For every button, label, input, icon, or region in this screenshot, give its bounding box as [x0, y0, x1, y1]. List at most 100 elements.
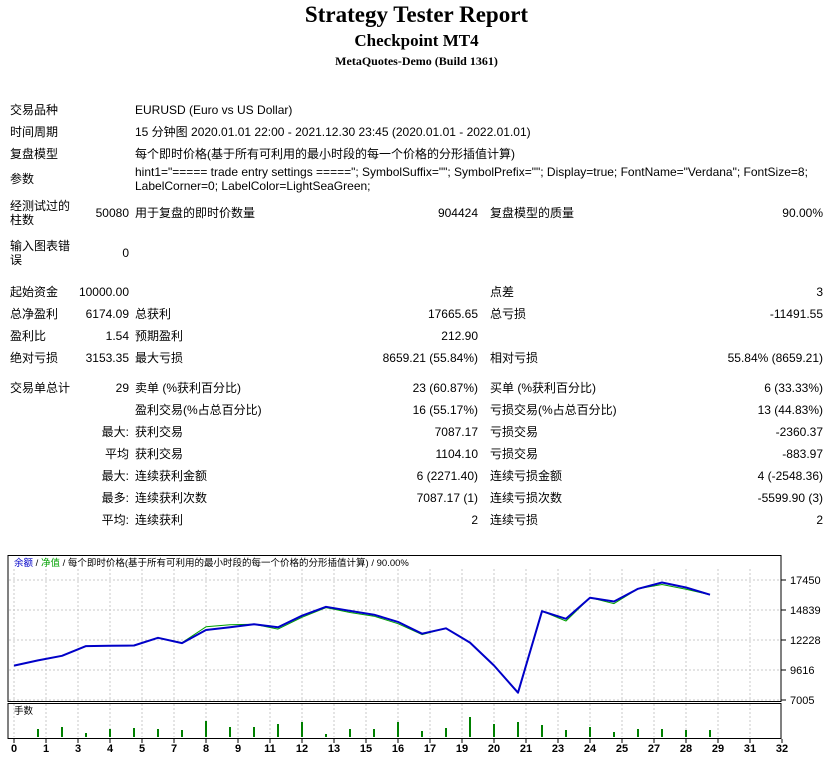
equity-legend-label: 净值: [41, 557, 61, 569]
stat-value: 4 (-2548.36): [757, 469, 823, 483]
y-tick-label: 7005: [790, 695, 814, 707]
report-header: Strategy Tester Report Checkpoint MT4 Me…: [0, 2, 833, 69]
stat-value: 3: [816, 285, 823, 299]
x-tick-label: 29: [712, 743, 724, 755]
x-tick-label: 7: [171, 743, 177, 755]
stat-label: 获利交易: [135, 447, 184, 461]
stat-label: 连续亏损次数: [490, 491, 563, 505]
x-tick-label: 24: [584, 743, 597, 755]
stat-value: 最大:: [101, 469, 129, 483]
x-tick-label: 21: [520, 743, 532, 755]
stat-value: 6174.09: [85, 307, 129, 321]
stat-value: 2: [471, 513, 478, 527]
x-tick-label: 0: [11, 743, 17, 755]
stat-label: 总亏损: [490, 307, 527, 321]
stat-value: 6 (33.33%): [764, 381, 823, 395]
stat-value: 90.00%: [782, 206, 823, 220]
stat-value: 平均:: [101, 513, 129, 527]
stat-label: 复盘模型的质量: [490, 206, 575, 220]
stat-value: 1.54: [105, 329, 129, 343]
y-tick-label: 14839: [790, 605, 821, 617]
stat-label: 连续获利次数: [135, 491, 208, 505]
row-value: EURUSD (Euro vs US Dollar): [135, 103, 293, 117]
stat-value: 904424: [437, 206, 478, 220]
y-tick-label: 9616: [790, 665, 814, 677]
stat-label: 连续获利: [135, 513, 184, 527]
stat-label: 输入图表错误: [10, 239, 71, 267]
stat-value: 212.90: [441, 329, 478, 343]
stat-row: 经测试过的柱数 50080 用于复盘的即时价数量 904424 复盘模型的质量 90.00…: [10, 193, 823, 233]
stat-value: 6 (2271.40): [416, 469, 478, 483]
x-tick-label: 8: [203, 743, 209, 755]
stat-label: 买单 (%获利百分比): [490, 381, 596, 395]
stat-label: 连续亏损: [490, 513, 539, 527]
info-row: 参数 hint1="===== trade entry settings ====…: [10, 165, 823, 193]
stat-row: 交易单总计 29 卖单 (%获利百分比) 23 (60.87%) 买单 (%获利百分比)…: [10, 377, 823, 399]
stat-label: 最大亏损: [135, 351, 184, 365]
stat-row: 起始资金 10000.00 点差 3: [10, 281, 823, 303]
row-value: 15 分钟图 2020.01.01 22:00 - 2021.12.30 23:…: [135, 125, 531, 139]
x-tick-label: 4: [107, 743, 114, 755]
stat-value: -883.97: [782, 447, 823, 461]
stat-label: 亏损交易(%占总百分比): [490, 403, 617, 417]
x-tick-label: 15: [360, 743, 372, 755]
stat-value: -11491.55: [769, 307, 823, 321]
stat-value: 平均: [104, 447, 129, 461]
y-tick-label: 12228: [790, 635, 821, 647]
stat-value: 2: [816, 513, 823, 527]
stat-value: 7087.17 (1): [416, 491, 478, 505]
stat-label: 用于复盘的即时价数量: [135, 206, 256, 220]
info-row: 交易品种 EURUSD (Euro vs US Dollar): [10, 99, 823, 121]
row-label: 时间周期: [10, 125, 59, 139]
stat-value: 29: [115, 381, 129, 395]
stat-label: 预期盈利: [135, 329, 184, 343]
stat-value: -2360.37: [775, 425, 823, 439]
stat-label: 连续亏损金额: [490, 469, 563, 483]
row-label: 复盘模型: [10, 147, 59, 161]
row-value: 每个即时价格(基于所有可利用的最小时段的每一个价格的分形插值计算): [135, 147, 515, 161]
stats-table: 交易品种 EURUSD (Euro vs US Dollar) 时间周期 15 分钟图…: [10, 99, 823, 531]
stat-value: 16 (55.17%): [412, 403, 478, 417]
x-tick-label: 9: [235, 743, 241, 755]
x-tick-label: 3: [75, 743, 81, 755]
x-tick-label: 28: [680, 743, 692, 755]
stat-row: 总净盈利 6174.09 总获利 17665.65 总亏损 -11491.55: [10, 303, 823, 325]
stat-label: 相对亏损: [490, 351, 539, 365]
x-tick-label: 19: [456, 743, 468, 755]
x-tick-label: 25: [616, 743, 628, 755]
stat-label: 总净盈利: [10, 307, 59, 321]
stat-value: 17665.65: [427, 307, 478, 321]
stat-label: 盈利交易(%占总百分比): [135, 403, 262, 417]
x-tick-label: 17: [424, 743, 436, 755]
stat-value: 7087.17: [434, 425, 478, 439]
y-tick-label: 17450: [790, 575, 821, 587]
stat-label: 交易单总计: [10, 381, 71, 395]
stat-value: 10000.00: [78, 285, 129, 299]
stat-label: 获利交易: [135, 425, 184, 439]
stat-value: 8659.21 (55.84%): [382, 351, 478, 365]
x-tick-label: 32: [776, 743, 788, 755]
stat-label: 卖单 (%获利百分比): [135, 381, 241, 395]
x-tick-label: 12: [296, 743, 308, 755]
chart-model-label: / 每个即时价格(基于所有可利用的最小时段的每一个价格的分形插值计算) / 90…: [60, 557, 409, 569]
stat-row: 最多: 连续获利次数 7087.17 (1) 连续亏损次数 -5599.90 (3): [10, 487, 823, 509]
stat-label: 亏损交易: [490, 425, 539, 439]
stat-label: 总获利: [135, 307, 172, 321]
stat-row: 最大: 获利交易 7087.17 亏损交易 -2360.37: [10, 421, 823, 443]
info-row: 复盘模型 每个即时价格(基于所有可利用的最小时段的每一个价格的分形插值计算): [10, 143, 823, 165]
server-build: MetaQuotes-Demo (Build 1361): [335, 54, 498, 68]
stat-value: 最多:: [101, 491, 129, 505]
page-title: Strategy Tester Report: [304, 2, 529, 27]
stat-label: 绝对亏损: [10, 351, 59, 365]
lots-label: 手数: [14, 705, 34, 717]
balance-chart: 17450 14839 12228 9616 7005 0 1 3 4 5 7 8 9 11 12 13 15 1…: [0, 555, 833, 756]
stat-row: 输入图表错误 0: [10, 233, 823, 273]
x-tick-label: 27: [648, 743, 660, 755]
stat-value: 55.84% (8659.21): [727, 351, 823, 365]
x-tick-label: 16: [392, 743, 404, 755]
row-label: 交易品种: [10, 103, 59, 117]
stat-value: 1104.10: [435, 447, 479, 461]
stat-row: 最大: 连续获利金额 6 (2271.40) 连续亏损金额 4 (-2548.36): [10, 465, 823, 487]
row-label: 参数: [10, 172, 35, 186]
